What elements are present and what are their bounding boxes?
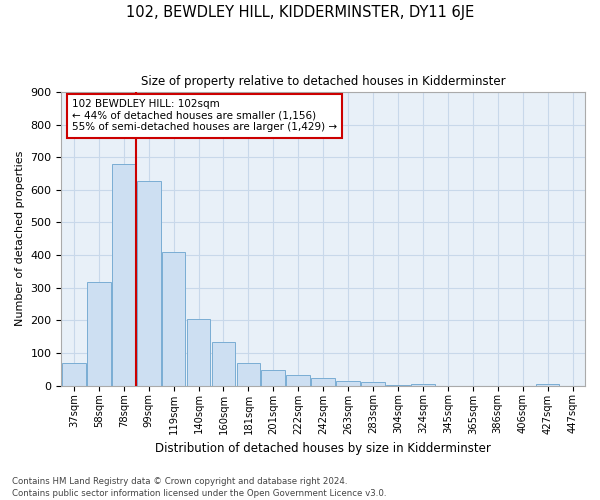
- Text: 102, BEWDLEY HILL, KIDDERMINSTER, DY11 6JE: 102, BEWDLEY HILL, KIDDERMINSTER, DY11 6…: [126, 5, 474, 20]
- Bar: [137, 180, 161, 386]
- Bar: [187, 319, 211, 386]
- Bar: [212, 342, 235, 386]
- Bar: [311, 378, 335, 386]
- X-axis label: Distribution of detached houses by size in Kidderminster: Distribution of detached houses by size …: [155, 442, 491, 455]
- Text: 102 BEWDLEY HILL: 102sqm
← 44% of detached houses are smaller (1,156)
55% of sem: 102 BEWDLEY HILL: 102sqm ← 44% of detach…: [72, 100, 337, 132]
- Text: Contains HM Land Registry data © Crown copyright and database right 2024.
Contai: Contains HM Land Registry data © Crown c…: [12, 476, 386, 498]
- Bar: [361, 382, 385, 386]
- Bar: [262, 370, 285, 386]
- Bar: [87, 282, 110, 386]
- Bar: [336, 381, 360, 386]
- Bar: [162, 252, 185, 386]
- Bar: [112, 164, 136, 386]
- Bar: [286, 375, 310, 386]
- Title: Size of property relative to detached houses in Kidderminster: Size of property relative to detached ho…: [141, 75, 506, 88]
- Bar: [236, 364, 260, 386]
- Bar: [386, 384, 410, 386]
- Bar: [62, 363, 86, 386]
- Bar: [536, 384, 559, 386]
- Bar: [411, 384, 435, 386]
- Y-axis label: Number of detached properties: Number of detached properties: [15, 151, 25, 326]
